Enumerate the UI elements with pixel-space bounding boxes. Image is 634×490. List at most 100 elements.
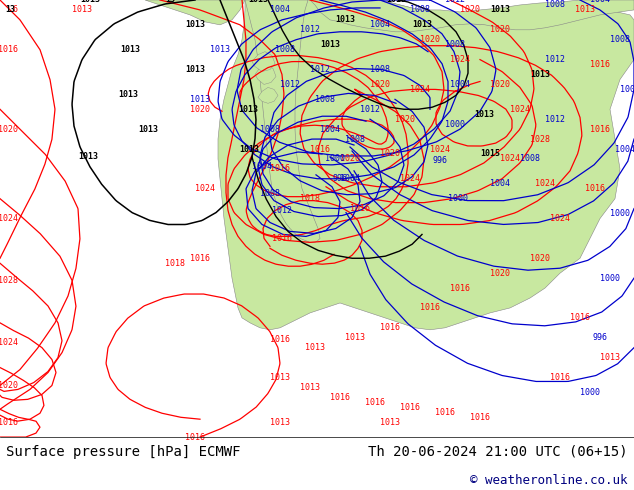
Text: 1013: 1013 [138, 124, 158, 134]
Text: 1016: 1016 [550, 373, 570, 382]
Text: 1018: 1018 [165, 259, 185, 268]
Polygon shape [218, 0, 634, 330]
Text: 1016: 1016 [190, 254, 210, 263]
Text: 1028: 1028 [530, 135, 550, 144]
Text: 1016: 1016 [270, 164, 290, 173]
Text: 1020: 1020 [490, 25, 510, 34]
Text: 1012: 1012 [280, 80, 300, 89]
Text: Th 20-06-2024 21:00 UTC (06+15): Th 20-06-2024 21:00 UTC (06+15) [368, 445, 628, 459]
Text: © weatheronline.co.uk: © weatheronline.co.uk [470, 474, 628, 487]
Text: 1013: 1013 [185, 20, 205, 29]
Polygon shape [145, 0, 245, 25]
Text: 1013: 1013 [270, 373, 290, 382]
Text: 1013: 1013 [305, 343, 325, 352]
Text: 1016: 1016 [0, 417, 18, 427]
Text: 1012: 1012 [300, 25, 320, 34]
Text: 1008: 1008 [545, 0, 565, 9]
Text: 1016: 1016 [585, 184, 605, 193]
Text: 1004: 1004 [270, 5, 290, 14]
Text: 1012: 1012 [310, 65, 330, 74]
Text: 1016: 1016 [272, 234, 292, 243]
Text: 1016: 1016 [435, 408, 455, 417]
Text: 1000: 1000 [448, 194, 468, 203]
Text: 1004: 1004 [490, 179, 510, 188]
Text: Surface pressure [hPa] ECMWF: Surface pressure [hPa] ECMWF [6, 445, 241, 459]
Text: 1013: 1013 [118, 90, 138, 99]
Polygon shape [258, 87, 278, 103]
Text: 1013: 1013 [474, 110, 494, 119]
Text: 1004: 1004 [590, 0, 610, 4]
Text: 1013: 1013 [239, 145, 259, 153]
Text: 1020: 1020 [460, 5, 480, 14]
Text: 1016: 1016 [470, 413, 490, 422]
Text: 1000: 1000 [325, 154, 345, 164]
Text: 13: 13 [5, 5, 15, 14]
Text: 1015: 1015 [480, 149, 500, 158]
Text: 1008: 1008 [410, 5, 430, 14]
Text: 1013: 1013 [335, 15, 355, 24]
Text: 1013: 1013 [190, 95, 210, 104]
Text: 1020: 1020 [380, 149, 400, 158]
Text: 1018: 1018 [300, 194, 320, 203]
Text: 1016: 1016 [590, 60, 610, 69]
Text: 1013: 1013 [320, 40, 340, 49]
Text: 1013: 1013 [530, 70, 550, 79]
Text: 1020: 1020 [490, 80, 510, 89]
Text: 1004: 1004 [252, 162, 272, 171]
Text: 1008: 1008 [520, 154, 540, 164]
Polygon shape [255, 65, 276, 84]
Text: 996: 996 [432, 156, 448, 166]
Text: 1012: 1012 [272, 206, 292, 215]
Polygon shape [252, 51, 275, 72]
Text: 1013: 1013 [412, 20, 432, 29]
Text: 1012: 1012 [545, 55, 565, 64]
Text: 1024: 1024 [535, 179, 555, 188]
Text: 1000: 1000 [580, 388, 600, 397]
Text: 1008: 1008 [370, 65, 390, 74]
Text: 1020: 1020 [0, 381, 18, 390]
Text: 996: 996 [332, 174, 347, 183]
Text: 1013: 1013 [380, 417, 400, 427]
Text: 1020: 1020 [340, 154, 360, 164]
Text: 1020: 1020 [0, 124, 18, 134]
Text: 1020: 1020 [490, 269, 510, 278]
Text: 1013: 1013 [490, 5, 510, 14]
Text: 1016: 1016 [270, 335, 290, 344]
Text: 1013: 1013 [345, 333, 365, 342]
Text: 1013: 1013 [300, 383, 320, 392]
Text: 1016: 1016 [0, 45, 18, 54]
Text: 1016: 1016 [380, 323, 400, 332]
Text: 1016: 1016 [570, 314, 590, 322]
Text: 1024: 1024 [500, 154, 520, 164]
Text: 1016: 1016 [420, 303, 440, 313]
Text: 1013: 1013 [238, 105, 258, 114]
Text: 1016: 1016 [590, 124, 610, 134]
Text: 1016: 1016 [310, 145, 330, 153]
Text: 1008: 1008 [275, 45, 295, 54]
Text: 1000: 1000 [610, 209, 630, 218]
Text: 1020: 1020 [530, 254, 550, 263]
Text: 1015: 1015 [248, 0, 268, 4]
Text: 1008: 1008 [315, 95, 335, 104]
Text: 1008: 1008 [260, 124, 280, 134]
Text: 1024: 1024 [550, 214, 570, 223]
Text: 1024: 1024 [400, 174, 420, 183]
Text: 1020: 1020 [420, 35, 440, 44]
Text: 6: 6 [13, 5, 18, 14]
Text: 1013: 1013 [185, 65, 205, 74]
Text: 1013: 1013 [120, 45, 140, 54]
Text: 1024: 1024 [510, 105, 530, 114]
Text: 1020: 1020 [395, 115, 415, 123]
Text: 1012: 1012 [545, 115, 565, 123]
Polygon shape [245, 0, 320, 243]
Text: 13: 13 [165, 0, 175, 4]
Text: 1008: 1008 [445, 40, 465, 49]
Text: 1000: 1000 [600, 273, 620, 283]
Text: 1008: 1008 [260, 189, 280, 198]
Text: 1012: 1012 [360, 105, 380, 114]
Text: 1008: 1008 [620, 85, 634, 94]
Text: 1016: 1016 [185, 433, 205, 441]
Text: 1013: 1013 [78, 152, 98, 161]
Text: 1004: 1004 [450, 80, 470, 89]
Text: 1016: 1016 [350, 204, 370, 213]
